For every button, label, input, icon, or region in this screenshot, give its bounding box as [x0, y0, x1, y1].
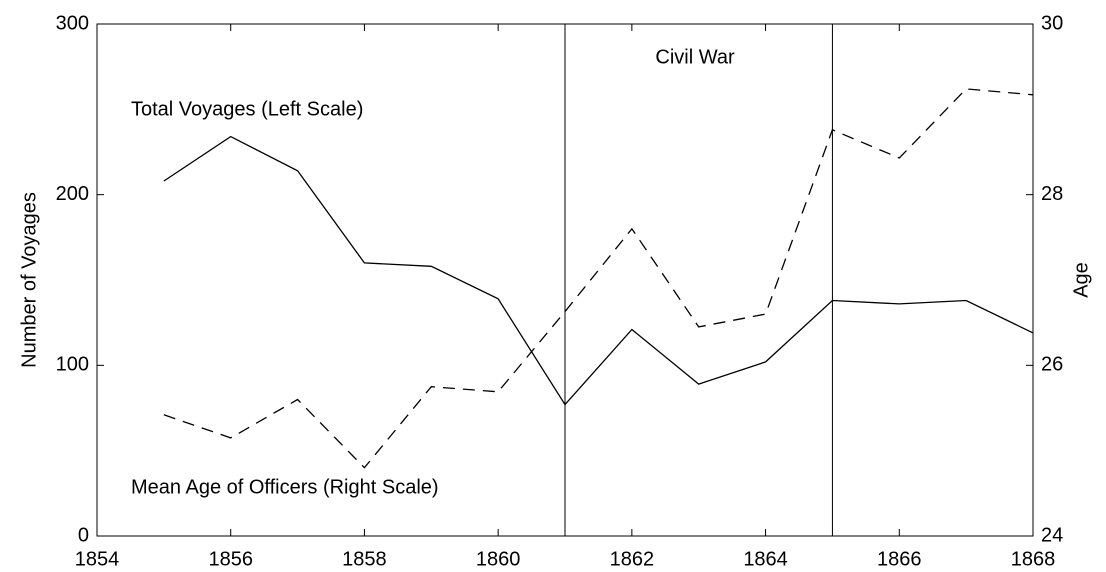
x-tick-label: 1866 — [877, 548, 922, 570]
series-label: Mean Age of Officers (Right Scale) — [131, 476, 439, 498]
y-tick-label: 0 — [78, 524, 89, 546]
x-tick-label: 1860 — [476, 548, 521, 570]
x-tick-label: 1868 — [1011, 548, 1056, 570]
x-tick-label: 1858 — [342, 548, 387, 570]
x-tick-label: 1856 — [208, 548, 253, 570]
series-line — [163, 135, 1034, 406]
y-tick-label: 100 — [56, 354, 89, 376]
y2-tick-label: 26 — [1041, 354, 1063, 376]
x-tick-label: 1864 — [743, 548, 788, 570]
x-tick-label: 1862 — [610, 548, 655, 570]
y2-tick-label: 30 — [1041, 12, 1063, 34]
annotation: Civil War — [655, 46, 735, 68]
series-label: Total Voyages (Left Scale) — [131, 98, 363, 120]
y-tick-label: 200 — [56, 183, 89, 205]
x-tick-label: 1854 — [75, 548, 120, 570]
y2-tick-label: 24 — [1041, 524, 1063, 546]
series-line — [163, 88, 1034, 469]
y-axis-label: Number of Voyages — [18, 192, 40, 368]
y2-axis-label: Age — [1070, 262, 1092, 298]
y-tick-label: 300 — [56, 12, 89, 34]
y2-tick-label: 28 — [1041, 183, 1063, 205]
